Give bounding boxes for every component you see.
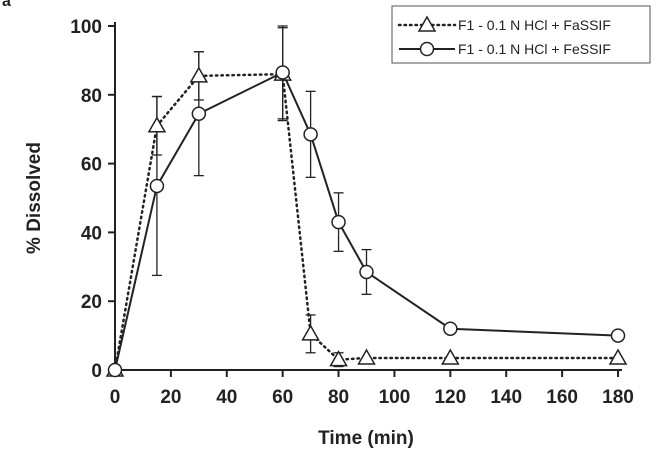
error-bars (151, 25, 372, 368)
series-lines (113, 71, 620, 372)
circle-marker (275, 65, 290, 80)
x-tick-label: 20 (160, 387, 181, 408)
circle-marker (149, 178, 165, 194)
legend-circle (419, 41, 435, 57)
triangle-marker (357, 348, 376, 365)
panel-label: a (2, 0, 11, 10)
triangle-marker (441, 348, 460, 365)
legend-triangle-marker (417, 15, 437, 32)
y-tick-label: 60 (81, 155, 102, 176)
circle-marker (359, 264, 374, 280)
circle-marker (610, 328, 626, 343)
y-tick-label: 100 (70, 17, 102, 38)
triangle-marker (147, 116, 167, 133)
x-tick-label: 120 (434, 387, 466, 408)
x-tick-label: 60 (272, 387, 293, 408)
x-axis-title: Time (min) (318, 428, 414, 449)
x-tick-label: 140 (490, 387, 522, 408)
circle-marker (191, 106, 207, 121)
triangle-marker (301, 324, 320, 341)
y-axis-title: % Dissolved (24, 142, 45, 254)
circle-marker (443, 321, 458, 336)
y-tick-label: 0 (91, 361, 102, 382)
triangle-marker (329, 350, 348, 367)
legend-circle-marker (419, 41, 435, 57)
y-tick-label: 20 (81, 292, 102, 313)
axes (108, 22, 622, 377)
legend-label-fassif: F1 - 0.1 N HCl + FaSSIF (458, 17, 611, 33)
tick-labels: 0 20 40 60 80 100 0 20 40 60 80 100 120 140 160 180 (70, 17, 634, 408)
x-tick-label: 80 (328, 387, 349, 408)
triangle-marker (608, 348, 628, 365)
x-tick-label: 180 (602, 387, 634, 408)
circle-marker (107, 362, 123, 378)
circle-marker (303, 127, 318, 142)
legend-label-fessif: F1 - 0.1 N HCl + FeSSIF (458, 41, 611, 57)
legend: F1 - 0.1 N HCl + FaSSIF F1 - 0.1 N HCl +… (391, 5, 651, 64)
x-tick-label: 160 (546, 387, 578, 408)
series-line-fassif (113, 72, 620, 372)
legend-triangle (417, 15, 437, 32)
legend-box (391, 5, 651, 64)
x-tick-label: 100 (379, 387, 411, 408)
markers (105, 64, 628, 378)
y-tick-label: 40 (81, 223, 102, 244)
x-tick-label: 40 (216, 387, 237, 408)
series-line-fessif (114, 71, 619, 371)
triangle-marker (189, 66, 209, 83)
x-tick-label: 0 (110, 387, 121, 408)
y-tick-label: 80 (81, 86, 102, 107)
circle-marker (331, 214, 346, 230)
